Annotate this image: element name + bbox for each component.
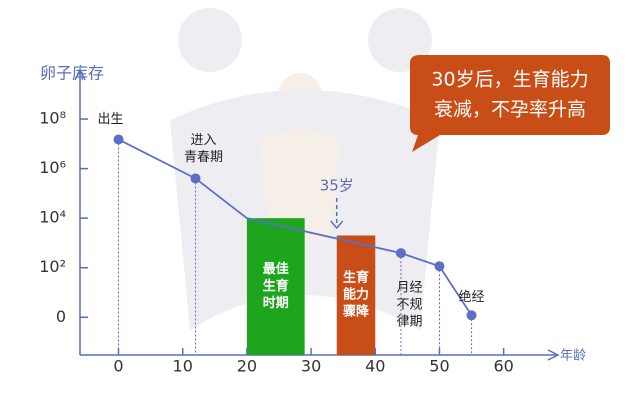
data-point (434, 261, 445, 272)
marker-label: 35岁 (320, 177, 354, 195)
data-point (466, 310, 477, 321)
band-label: 生育 (343, 270, 369, 286)
band-label: 最佳 (263, 261, 289, 277)
x-tick-label: 60 (493, 357, 513, 376)
point-label: 出生 (98, 112, 124, 127)
x-tick-label: 20 (237, 357, 257, 376)
band-label: 生育 (263, 278, 289, 294)
y-axis-label: 卵子库存 (40, 64, 104, 83)
point-label: 进入 (191, 133, 217, 148)
x-tick-label: 0 (113, 357, 123, 376)
band-label: 骤降 (343, 304, 370, 320)
band (336, 235, 376, 355)
y-tick-label: 10⁸ (39, 109, 66, 128)
x-axis-label: 年龄 (560, 349, 586, 364)
band (246, 218, 305, 355)
data-line (118, 138, 473, 316)
x-axis-arrow (547, 349, 560, 361)
callout-box (410, 55, 610, 152)
x-tick-label: 10 (173, 357, 193, 376)
y-tick-label: 10⁶ (39, 158, 66, 177)
point-label: 青春期 (184, 150, 223, 165)
point-label: 不规 (396, 298, 422, 313)
data-point (190, 173, 201, 184)
point-label: 月经 (396, 281, 422, 296)
y-tick-label: 0 (56, 307, 66, 326)
band-label: 能力 (343, 287, 369, 303)
callout-text: 衰减，不孕率升高 (434, 99, 586, 121)
marker-arrowhead (330, 220, 344, 230)
y-axis-arrow (74, 68, 86, 81)
callout-text: 30岁后，生育能力 (431, 69, 588, 91)
y-tick-label: 10² (39, 257, 66, 276)
x-tick-label: 50 (429, 357, 449, 376)
data-point (113, 134, 124, 145)
x-tick-label: 40 (365, 357, 385, 376)
point-label: 绝经 (459, 289, 485, 305)
x-tick-label: 30 (301, 357, 321, 376)
y-tick-label: 10⁴ (39, 208, 66, 227)
data-point (395, 248, 406, 259)
band-label: 时期 (263, 295, 289, 311)
point-label: 律期 (396, 315, 422, 330)
